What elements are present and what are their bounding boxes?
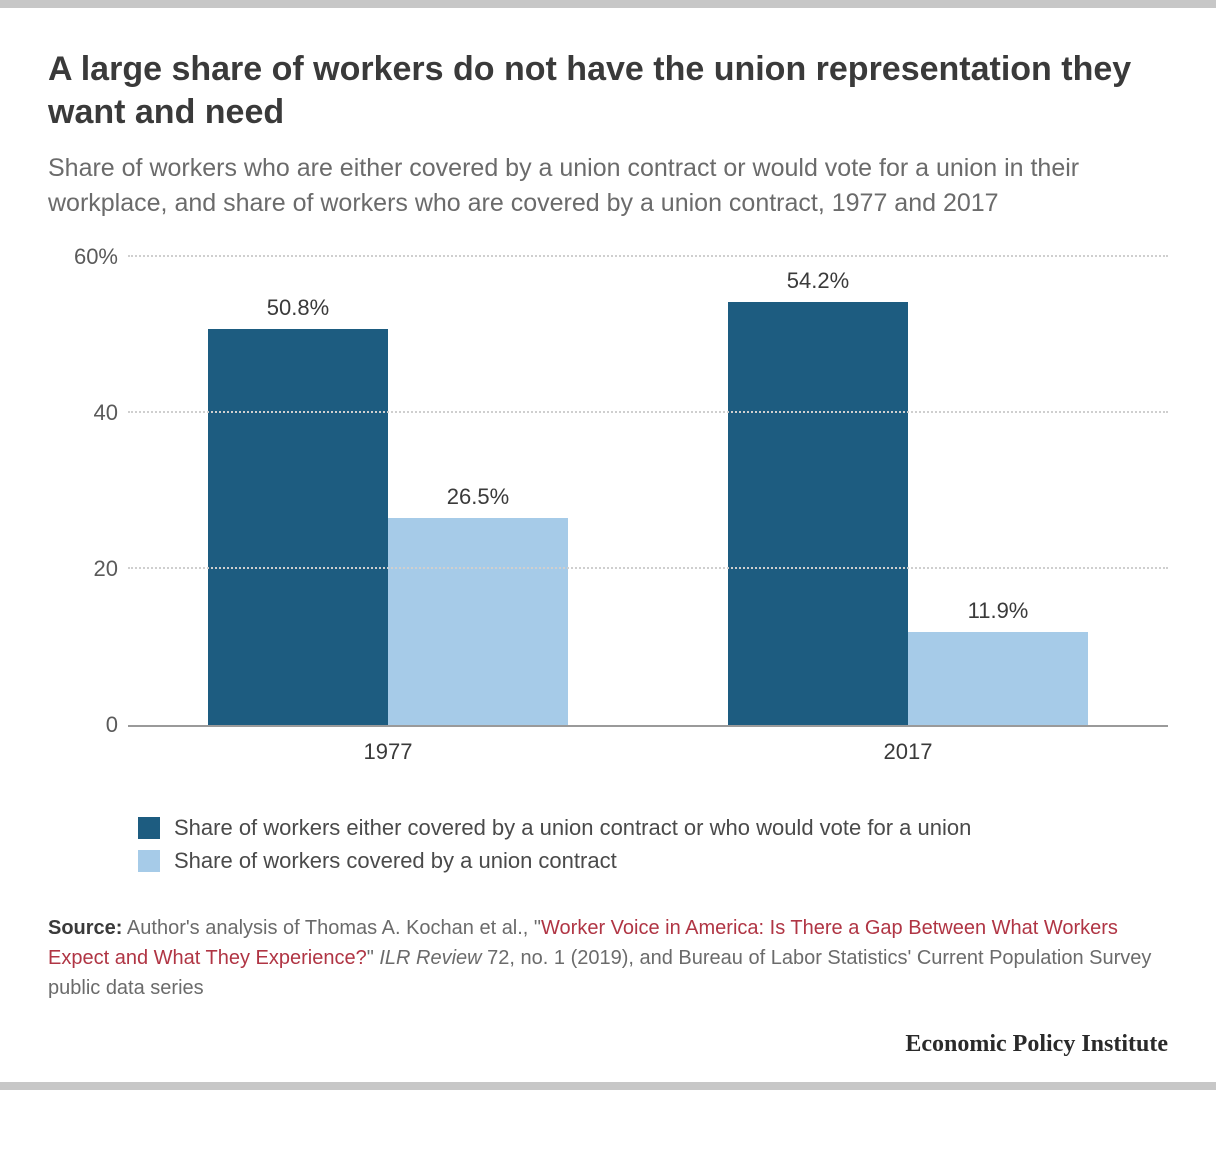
x-axis-label: 1977 [128,725,648,765]
bar-group: 54.2%11.9%2017 [648,257,1168,725]
source-label: Source: [48,917,122,939]
chart-card: A large share of workers do not have the… [0,8,1216,1082]
grid-line [128,255,1168,257]
y-axis-tick: 60% [58,244,118,270]
legend-swatch [138,850,160,872]
top-border [0,0,1216,8]
source-journal: ILR Review [379,947,481,969]
bar: 26.5% [388,518,568,725]
bar: 54.2% [728,302,908,725]
y-axis-tick: 20 [58,556,118,582]
bar-value-label: 11.9% [908,598,1088,624]
attribution: Economic Policy Institute [48,1031,1168,1058]
source-text-2: " [367,947,380,969]
grid-line [128,567,1168,569]
x-axis-label: 2017 [648,725,1168,765]
grid-line [128,411,1168,413]
legend-label: Share of workers either covered by a uni… [174,811,971,844]
y-axis-tick: 40 [58,400,118,426]
bar-value-label: 50.8% [208,295,388,321]
bar-value-label: 26.5% [388,484,568,510]
plot-area: 50.8%26.5%197754.2%11.9%2017 0204060% [128,257,1168,727]
source-note: Source: Author's analysis of Thomas A. K… [48,913,1168,1003]
source-text-1: Author's analysis of Thomas A. Kochan et… [122,917,541,939]
y-axis-tick: 0 [58,712,118,738]
bar-value-label: 54.2% [728,268,908,294]
legend-swatch [138,817,160,839]
bar-groups: 50.8%26.5%197754.2%11.9%2017 [128,257,1168,725]
bottom-border [0,1082,1216,1090]
bar-group: 50.8%26.5%1977 [128,257,648,725]
bar: 11.9% [908,632,1088,725]
bar: 50.8% [208,329,388,725]
chart-area: 50.8%26.5%197754.2%11.9%2017 0204060% [48,257,1168,777]
legend-label: Share of workers covered by a union cont… [174,844,617,877]
legend-item: Share of workers either covered by a uni… [138,811,1168,844]
legend-item: Share of workers covered by a union cont… [138,844,1168,877]
chart-title: A large share of workers do not have the… [48,48,1168,133]
legend: Share of workers either covered by a uni… [138,811,1168,877]
chart-subtitle: Share of workers who are either covered … [48,151,1168,221]
